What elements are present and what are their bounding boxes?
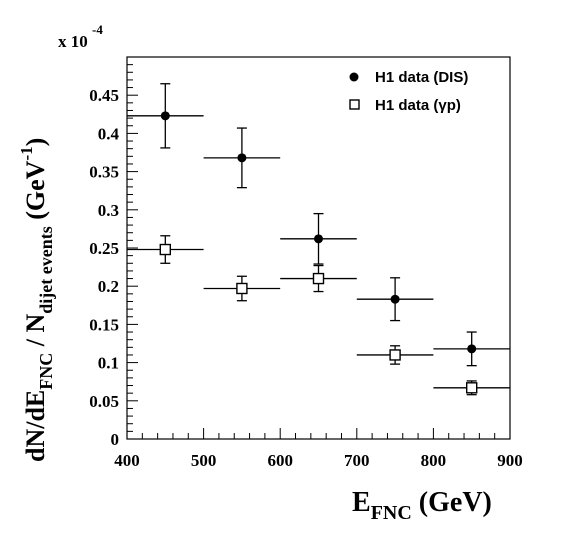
y-tick-label: 0.45 <box>89 86 119 105</box>
dis-data-point <box>280 212 357 265</box>
gp-marker <box>159 243 172 256</box>
y-tick-label: 0.4 <box>98 124 120 143</box>
dis-marker <box>314 234 323 244</box>
dis-marker <box>390 294 400 304</box>
gp-data-point <box>203 275 281 302</box>
dis-data-point <box>127 83 204 149</box>
gp-marker <box>389 349 401 361</box>
dis-marker <box>467 344 477 354</box>
gp-marker <box>312 272 325 285</box>
data-marks <box>127 83 510 396</box>
y-tick-label: 0.2 <box>98 277 119 296</box>
x-tick-label: 700 <box>344 451 370 470</box>
gp-marker <box>466 382 478 394</box>
x-tick-label: 400 <box>114 451 140 470</box>
dis-marker <box>160 111 170 121</box>
legend: H1 data (DIS) H1 data (γp) <box>349 69 468 114</box>
x-axis-title: EFNC (GeV) <box>352 487 492 524</box>
gp-marker <box>236 282 248 295</box>
gp-data-point <box>356 345 434 365</box>
gp-data-point <box>280 264 357 293</box>
y-tick-label: 0.1 <box>98 354 119 373</box>
dis-data-point <box>203 127 281 189</box>
tick-labels: 400 500 600 700 800 900 0 0.05 0.1 0.15 0.2 0.25 0.3… <box>89 86 523 470</box>
gp-data-point <box>433 380 510 396</box>
gp-data-point <box>127 235 204 264</box>
y-multiplier: x 10 -4 <box>58 22 103 51</box>
legend-label-gp: H1 data (γp) <box>375 97 461 114</box>
y-tick-label: 0.25 <box>89 239 119 258</box>
legend-marker-gp <box>349 99 360 110</box>
x-tick-label: 500 <box>191 451 217 470</box>
y-tick-label: 0.05 <box>89 392 119 411</box>
dis-data-point <box>433 331 510 367</box>
x-tick-label: 900 <box>497 451 523 470</box>
x-tick-label: 800 <box>421 451 447 470</box>
dis-marker <box>237 153 247 163</box>
y-tick-label: 0.15 <box>89 315 119 334</box>
axis-ticks <box>126 56 511 440</box>
y-tick-label: 0.35 <box>89 163 119 182</box>
x-tick-label: 600 <box>267 451 293 470</box>
y-axis-title: dN/dEFNC / Ndijet events (GeV-1) <box>17 138 56 462</box>
y-tick-label: 0.3 <box>98 201 119 220</box>
y-tick-label: 0 <box>111 430 120 449</box>
legend-marker-dis <box>349 72 359 82</box>
legend-label-dis: H1 data (DIS) <box>375 69 468 86</box>
dis-data-point <box>356 277 434 322</box>
